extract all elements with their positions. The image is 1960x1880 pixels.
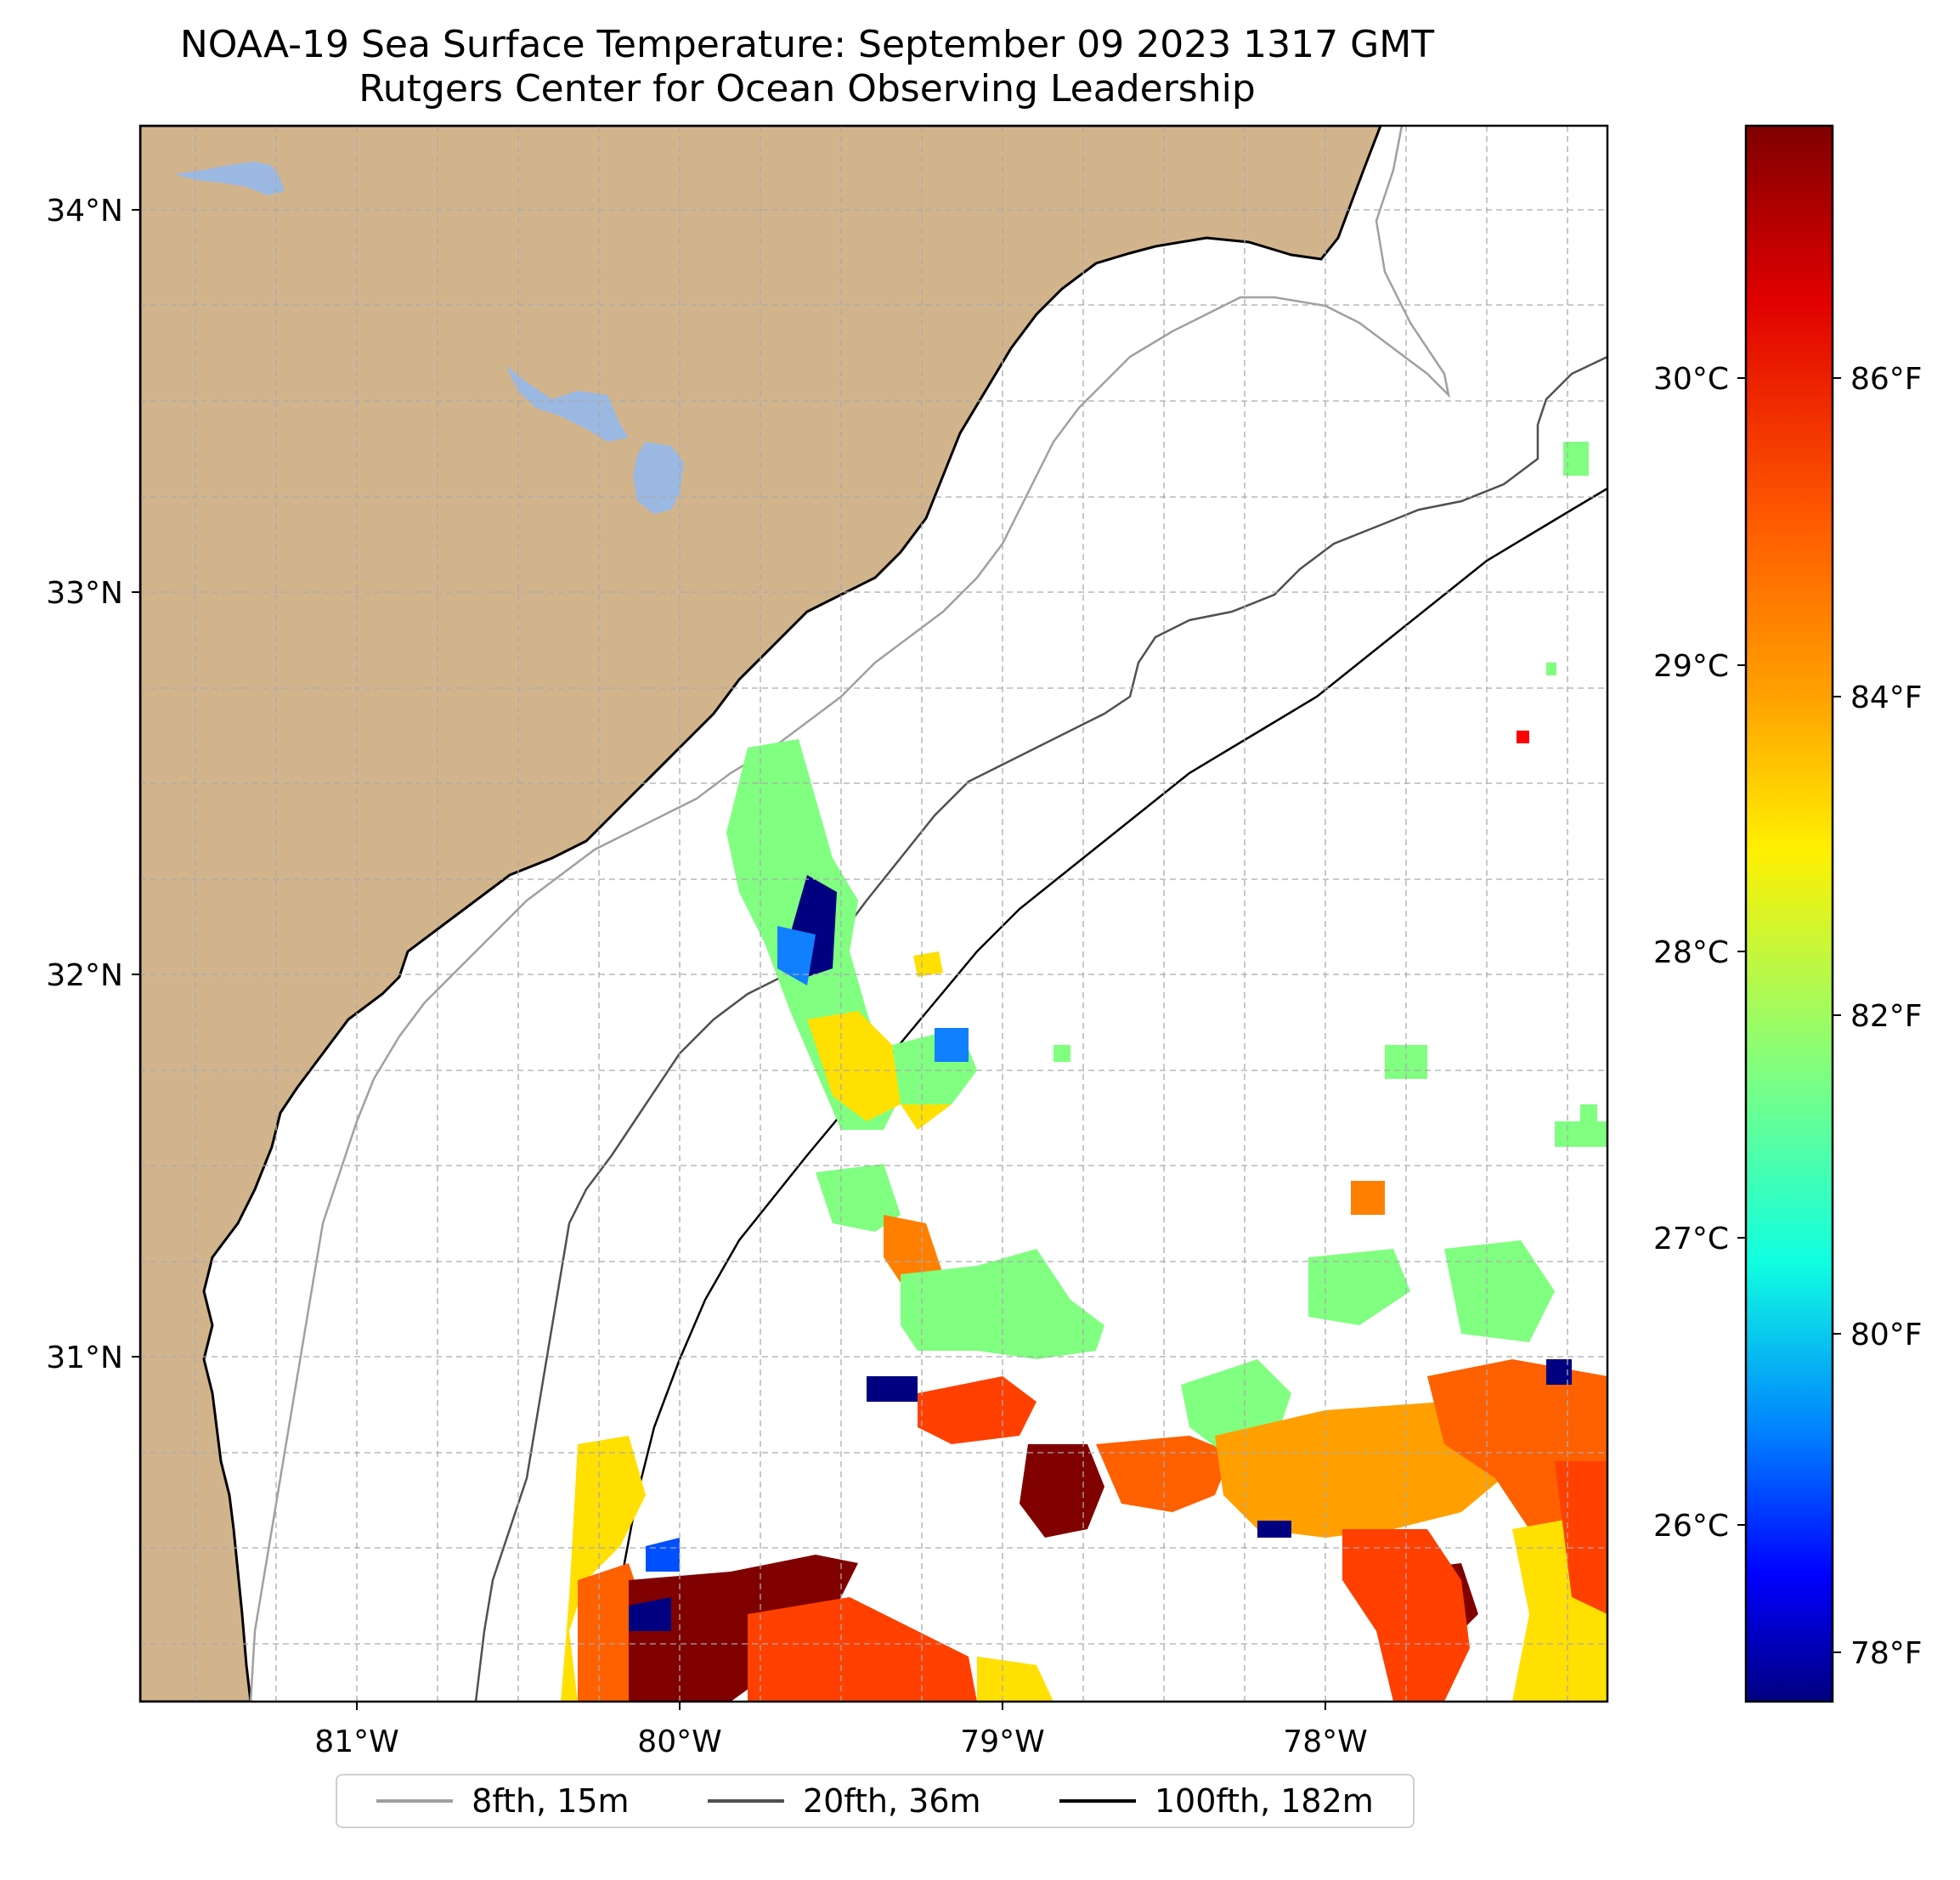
colorbar-f-label: 86°F	[1850, 362, 1923, 397]
lon-label: 79°W	[960, 1725, 1044, 1759]
chart-title: NOAA-19 Sea Surface Temperature: Septemb…	[179, 23, 1435, 66]
legend-line-icon	[376, 1799, 454, 1803]
isobath-20fth	[474, 355, 1607, 1702]
isobath-legend: 8fth, 15m 20fth, 36m 100fth, 182m	[336, 1774, 1415, 1828]
lon-label: 81°W	[314, 1725, 398, 1759]
legend-label: 20fth, 36m	[802, 1782, 981, 1820]
legend-label: 100fth, 182m	[1154, 1782, 1374, 1820]
isobath-100fth	[608, 487, 1607, 1702]
colorbar-c-label: 26°C	[1653, 1509, 1729, 1544]
lon-label: 80°W	[637, 1725, 721, 1759]
lon-label: 78°W	[1283, 1725, 1367, 1759]
lat-label: 33°N	[46, 576, 123, 611]
legend-line-icon	[707, 1799, 784, 1803]
colorbar-f-label: 84°F	[1850, 680, 1923, 715]
colorbar	[1744, 124, 1834, 1703]
legend-line-icon	[1059, 1799, 1136, 1803]
legend-item-100fth: 100fth, 182m	[1059, 1782, 1374, 1820]
lake-moultrie	[633, 442, 684, 514]
colorbar-c-label: 30°C	[1653, 362, 1729, 397]
colorbar-f-label: 82°F	[1850, 999, 1923, 1034]
lat-label: 34°N	[46, 194, 123, 229]
colorbar-f-label: 80°F	[1850, 1318, 1923, 1352]
lat-label: 32°N	[46, 958, 123, 993]
colorbar-c-label: 29°C	[1653, 649, 1729, 684]
chart-subtitle: Rutgers Center for Ocean Observing Leade…	[359, 67, 1256, 110]
legend-item-8fth: 8fth, 15m	[376, 1782, 630, 1820]
lake-north	[174, 161, 285, 195]
lake-marion	[506, 365, 629, 442]
colorbar-c-label: 28°C	[1653, 935, 1729, 970]
colorbar-c-label: 27°C	[1653, 1222, 1729, 1256]
legend-label: 8fth, 15m	[472, 1782, 630, 1820]
legend-item-20fth: 20fth, 36m	[707, 1782, 981, 1820]
colorbar-f-label: 78°F	[1850, 1636, 1923, 1671]
lat-label: 31°N	[46, 1341, 123, 1375]
land-mass	[140, 126, 1382, 1702]
grid-lines	[140, 126, 1607, 1702]
map-frame	[138, 124, 1609, 1703]
